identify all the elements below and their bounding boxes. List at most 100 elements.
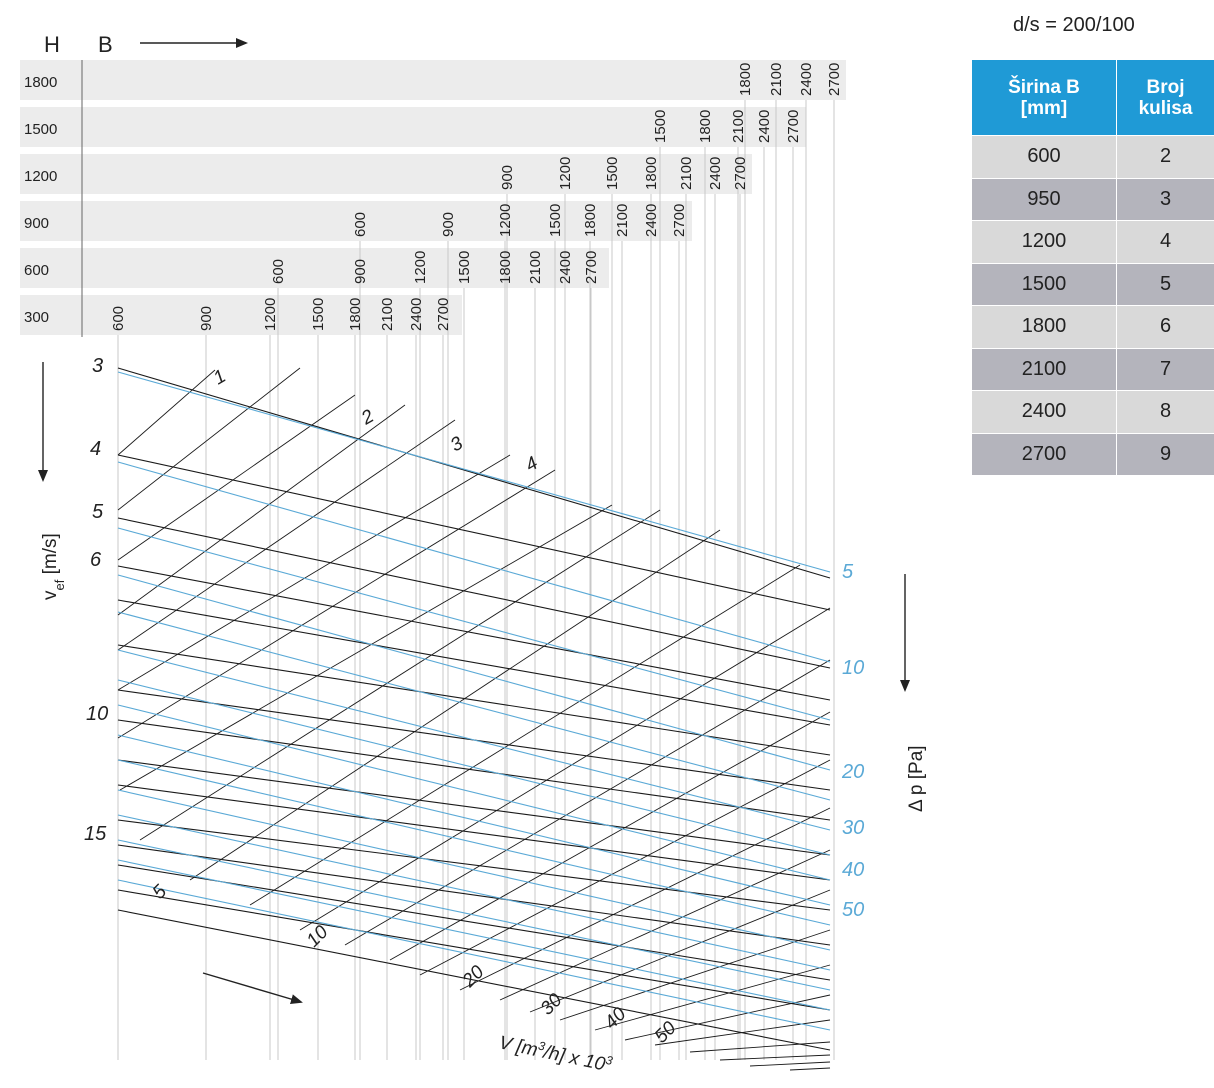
flow-diagonal [499,849,831,1001]
cell-count: 3 [1116,177,1214,221]
width-gridlines [117,100,835,1060]
velocity-line [117,844,831,946]
width-label: 1800 [643,157,660,190]
b-label: B [98,32,113,57]
baffle-count-table: Širina B [mm] Broj kulisa 600 2 950 3 1200 4 … [972,60,1214,475]
cell-width: 1200 [972,220,1117,263]
height-label: 300 [24,309,49,326]
flow-diagonal [594,964,831,1031]
table-row: 1500 5 [972,262,1214,306]
cell-width: 2100 [972,347,1117,391]
table-row: 950 3 [972,177,1214,221]
width-label: 2100 [379,298,396,331]
cell-count: 2 [1116,135,1214,178]
width-label: 600 [270,259,287,284]
height-band [20,107,806,147]
height-label: 1200 [24,168,57,185]
flow-diagonal [789,1067,831,1071]
pressure-line [117,759,831,926]
velocity-tick: 3 [92,355,103,377]
cell-width: 1800 [972,305,1117,348]
curve-label: 1 [210,366,230,389]
pressure-tick: 50 [842,899,864,921]
table-row: 2400 8 [972,390,1214,433]
h-label: H [44,32,60,57]
height-band [20,201,692,241]
width-label: 2100 [527,251,544,284]
pressure-tick: 40 [842,859,864,881]
width-label: 1200 [497,204,514,237]
pressure-line [117,371,831,573]
flow-diagonal [749,1061,831,1067]
cell-count: 8 [1116,390,1214,433]
width-label: 2400 [707,157,724,190]
width-label: 2100 [678,157,695,190]
width-label: 2400 [643,204,660,237]
velocity-line [117,889,831,1011]
velocity-line [117,599,831,726]
width-label: 900 [499,165,516,190]
width-label: 900 [352,259,369,284]
pressure-line [117,704,831,881]
flow-diagonal [689,1041,831,1053]
width-label: 2400 [408,298,425,331]
cell-width: 600 [972,135,1117,178]
pressure-line [117,527,831,721]
width-label: 2700 [826,63,843,96]
pressure-line [117,461,831,663]
width-label: 1200 [557,157,574,190]
width-label: 2100 [768,63,785,96]
height-label: 600 [24,262,49,279]
height-band [20,60,846,100]
cell-count: 5 [1116,262,1214,306]
velocity-line [117,784,831,881]
velocity-line [117,864,831,981]
flow-label: V [m3/h] x 103 [497,1030,614,1076]
v-ef-label: vef [m/s] [40,533,67,600]
table-row: 1200 4 [972,220,1214,263]
height-bands [20,60,846,335]
width-label: 1500 [652,110,669,143]
velocity-line [117,719,831,821]
width-label: 1800 [582,204,599,237]
dp-label: Δ p [Pa] [906,745,927,812]
flow-diagonal [189,529,721,881]
velocity-tick: 10 [86,703,108,725]
velocity-line [117,565,831,701]
flow-diagonal [119,504,613,791]
cell-count: 7 [1116,347,1214,391]
pressure-line [117,789,831,951]
flow-diagonal [529,889,831,1013]
flow-diagonal [117,369,216,456]
flow-tick: 5 [149,881,172,904]
header-width: Širina B [mm] [972,60,1117,136]
table-row: 1800 6 [972,305,1214,348]
height-label: 1800 [24,74,57,91]
width-label: 2400 [756,110,773,143]
flow-diagonal [344,659,831,946]
flow-diagonal [459,807,831,991]
width-label: 1800 [497,251,514,284]
width-label: 600 [110,306,127,331]
width-label: 1200 [412,251,429,284]
pressure-lines [117,371,831,1031]
flow-diagonal [117,454,511,691]
velocity-line [117,909,831,1051]
curve-label: 4 [522,453,542,476]
flow-tick: 50 [651,1017,681,1047]
cell-count: 6 [1116,305,1214,348]
width-label: 1800 [697,110,714,143]
height-label: 900 [24,215,49,232]
pressure-line [117,649,831,831]
cell-count: 4 [1116,220,1214,263]
flow-diagonal [117,404,406,616]
cell-width: 2400 [972,390,1117,433]
height-band [20,154,752,194]
height-band [20,295,462,335]
width-label: 2100 [730,110,747,143]
flow-arrow [202,972,303,1004]
width-label: 1500 [456,251,473,284]
width-label: 900 [198,306,215,331]
width-label: 1200 [262,298,279,331]
width-label: 2400 [798,63,815,96]
